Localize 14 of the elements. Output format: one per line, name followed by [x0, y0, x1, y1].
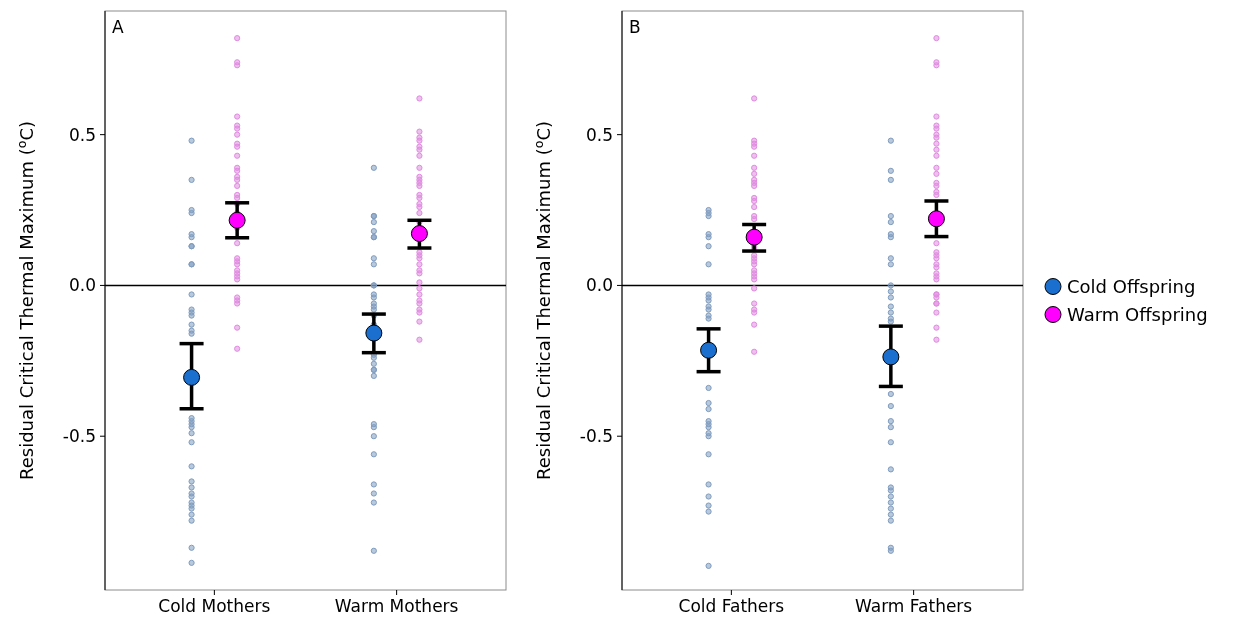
chart-title: B	[629, 17, 641, 37]
y-tick-label: -0.5	[579, 426, 613, 447]
y-tick-label: 0.5	[68, 124, 96, 145]
x-tick-label: Cold Fathers	[678, 596, 785, 616]
y-tick-label: 0.0	[68, 275, 96, 296]
legend-label: Cold Offspring	[1067, 275, 1196, 297]
legend-label: Warm Offspring	[1067, 303, 1208, 325]
chart-title: A	[112, 17, 124, 37]
x-tick-label: Warm Fathers	[855, 596, 973, 616]
y-tick-label: 0.0	[585, 275, 613, 296]
x-tick-label: Cold Mothers	[158, 596, 271, 616]
y-tick-label: -0.5	[62, 426, 96, 447]
y-tick-label: 0.5	[585, 124, 613, 145]
x-tick-label: Warm Mothers	[334, 596, 459, 616]
